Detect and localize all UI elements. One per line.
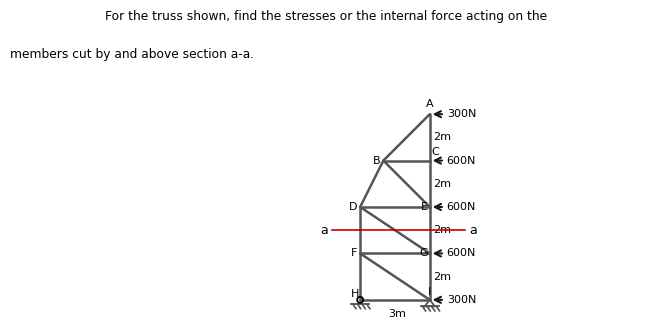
Text: 3m: 3m bbox=[388, 309, 406, 319]
Text: I: I bbox=[428, 287, 431, 297]
Text: 2m: 2m bbox=[433, 272, 451, 282]
Text: 600N: 600N bbox=[447, 156, 476, 166]
Text: F: F bbox=[351, 248, 357, 258]
Text: A: A bbox=[426, 99, 434, 109]
Text: H: H bbox=[351, 289, 359, 299]
Text: D: D bbox=[349, 202, 357, 212]
Text: 600N: 600N bbox=[447, 248, 476, 258]
Text: 2m: 2m bbox=[433, 179, 451, 189]
Text: 2m: 2m bbox=[433, 132, 451, 142]
Text: E: E bbox=[421, 202, 428, 212]
Text: For the truss shown, find the stresses or the internal force acting on the: For the truss shown, find the stresses o… bbox=[105, 10, 547, 23]
Text: members cut by and above section a-a.: members cut by and above section a-a. bbox=[10, 48, 254, 61]
Text: a: a bbox=[320, 224, 328, 237]
Text: 300N: 300N bbox=[447, 295, 476, 305]
Text: 300N: 300N bbox=[447, 109, 476, 119]
Text: G: G bbox=[419, 248, 428, 258]
Text: C: C bbox=[431, 147, 439, 157]
Text: 600N: 600N bbox=[447, 202, 476, 212]
Text: a: a bbox=[469, 224, 477, 237]
Text: 2m: 2m bbox=[433, 225, 451, 235]
Text: B: B bbox=[373, 156, 381, 166]
